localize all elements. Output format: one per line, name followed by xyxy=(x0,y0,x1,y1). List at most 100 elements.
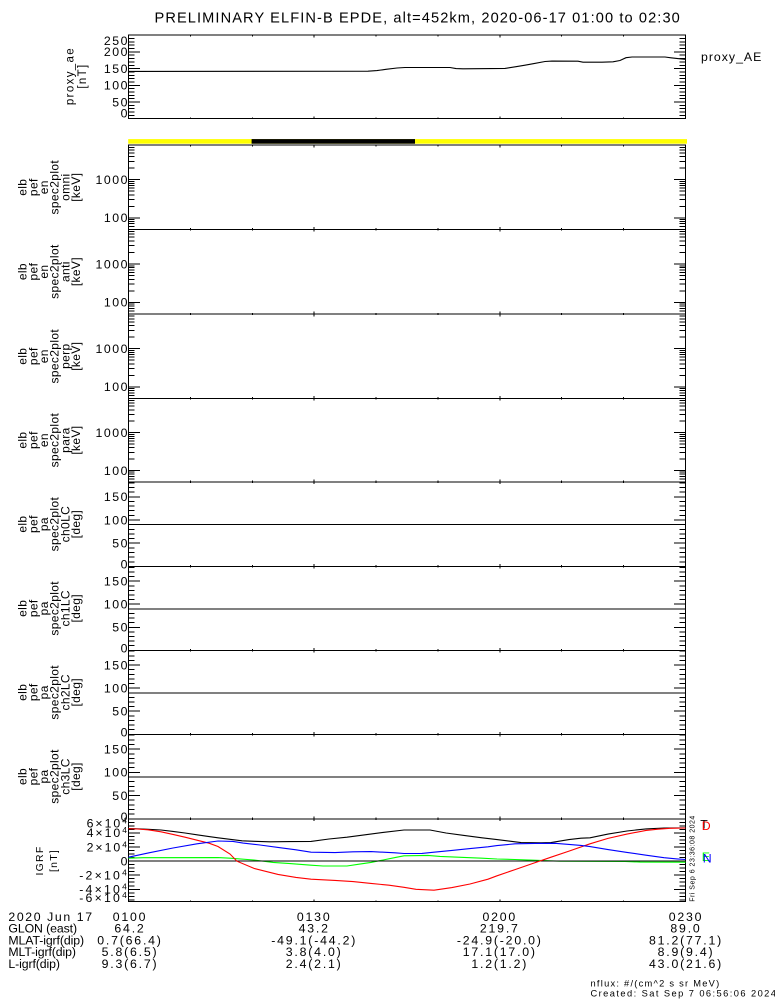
svg-text:elb: elb xyxy=(16,516,30,533)
svg-text:100: 100 xyxy=(104,464,129,478)
svg-text:spec2plot: spec2plot xyxy=(48,413,62,468)
svg-text:pef: pef xyxy=(27,347,41,365)
svg-text:spec2plot: spec2plot xyxy=(48,244,62,299)
svg-text:0130: 0130 xyxy=(297,910,332,924)
svg-text:[deg]: [deg] xyxy=(69,594,83,622)
svg-text:Fri Sep 6 23:36:08 2024: Fri Sep 6 23:36:08 2024 xyxy=(690,815,697,902)
svg-text:[deg]: [deg] xyxy=(69,678,83,706)
svg-text:9.3(6.7): 9.3(6.7) xyxy=(102,957,159,971)
svg-text:43.2: 43.2 xyxy=(299,922,330,936)
svg-text:[keV]: [keV] xyxy=(69,342,83,371)
svg-text:L-igrf(dip): L-igrf(dip) xyxy=(8,957,60,971)
svg-text:150: 150 xyxy=(104,575,129,589)
svg-text:elb: elb xyxy=(16,179,30,196)
svg-text:omni: omni xyxy=(59,173,73,200)
svg-text:nflux: #/(cm^2 s sr MeV): nflux: #/(cm^2 s sr MeV) xyxy=(591,978,721,988)
svg-text:2.4(2.1): 2.4(2.1) xyxy=(286,957,343,971)
svg-text:1000: 1000 xyxy=(95,342,129,356)
svg-text:-24.9(-20.0): -24.9(-20.0) xyxy=(457,933,543,947)
svg-text:pef: pef xyxy=(27,178,41,196)
svg-text:1000: 1000 xyxy=(95,173,129,187)
svg-text:100: 100 xyxy=(104,296,129,310)
svg-text:100: 100 xyxy=(104,211,129,225)
svg-text:150: 150 xyxy=(104,658,129,672)
svg-text:MLT-igrf(dip): MLT-igrf(dip) xyxy=(8,945,75,959)
svg-text:pef: pef xyxy=(27,262,41,280)
svg-text:64.2: 64.2 xyxy=(114,922,145,936)
svg-text:50: 50 xyxy=(112,537,129,551)
svg-text:43.0(21.6): 43.0(21.6) xyxy=(649,957,723,971)
svg-text:219.7: 219.7 xyxy=(480,922,520,936)
svg-text:pa: pa xyxy=(37,685,51,699)
svg-text:en: en xyxy=(37,433,51,447)
svg-text:200: 200 xyxy=(104,45,129,59)
svg-text:GLON (east): GLON (east) xyxy=(8,922,77,936)
svg-text:100: 100 xyxy=(104,79,129,93)
svg-text:0: 0 xyxy=(121,726,129,740)
svg-text:250: 250 xyxy=(104,34,129,48)
svg-text:1.2(1.2): 1.2(1.2) xyxy=(471,957,528,971)
svg-text:[deg]: [deg] xyxy=(69,510,83,538)
svg-text:[keV]: [keV] xyxy=(69,173,83,202)
svg-text:100: 100 xyxy=(104,380,129,394)
svg-text:150: 150 xyxy=(104,743,129,757)
svg-text:spec2plot: spec2plot xyxy=(48,497,62,552)
svg-text:0: 0 xyxy=(121,810,129,824)
svg-text:150: 150 xyxy=(104,62,129,76)
svg-text:elb: elb xyxy=(16,600,30,617)
svg-text:1000: 1000 xyxy=(95,426,129,440)
svg-text:17.1(17.0): 17.1(17.0) xyxy=(463,945,537,959)
svg-text:en: en xyxy=(37,180,51,194)
svg-text:[nT]: [nT] xyxy=(48,849,60,872)
svg-text:[keV]: [keV] xyxy=(69,257,83,286)
svg-text:5.8(6.5): 5.8(6.5) xyxy=(102,945,159,959)
svg-text:0200: 0200 xyxy=(483,910,518,924)
svg-text:50: 50 xyxy=(112,95,129,109)
svg-text:0.7(66.4): 0.7(66.4) xyxy=(97,933,162,947)
svg-text:N: N xyxy=(703,851,712,865)
svg-text:100: 100 xyxy=(104,681,129,695)
svg-text:0: 0 xyxy=(121,854,129,868)
svg-text:0: 0 xyxy=(121,106,129,120)
svg-text:ch0LC: ch0LC xyxy=(59,506,73,542)
svg-text:ch1LC: ch1LC xyxy=(59,590,73,626)
svg-text:0: 0 xyxy=(121,558,129,572)
svg-text:0230: 0230 xyxy=(669,910,704,924)
svg-text:elb: elb xyxy=(16,348,30,365)
svg-text:en: en xyxy=(37,349,51,363)
svg-text:4×104: 4×104 xyxy=(87,825,129,840)
svg-text:pef: pef xyxy=(27,683,41,701)
svg-text:MLAT-igrf(dip): MLAT-igrf(dip) xyxy=(8,933,84,947)
svg-text:spec2plot: spec2plot xyxy=(48,665,62,720)
svg-text:50: 50 xyxy=(112,705,129,719)
svg-text:pa: pa xyxy=(37,769,51,783)
svg-text:D: D xyxy=(702,819,711,833)
svg-text:elb: elb xyxy=(16,684,30,701)
svg-text:1000: 1000 xyxy=(95,257,129,271)
svg-text:spec2plot: spec2plot xyxy=(48,329,62,384)
svg-text:100: 100 xyxy=(104,513,129,527)
svg-text:-6×104: -6×104 xyxy=(79,890,129,905)
svg-text:E: E xyxy=(702,850,710,864)
svg-text:8.9(9.4): 8.9(9.4) xyxy=(658,945,715,959)
svg-text:PRELIMINARY ELFIN-B EPDE, alt=: PRELIMINARY ELFIN-B EPDE, alt=452km, 202… xyxy=(155,10,681,26)
svg-text:pef: pef xyxy=(27,599,41,617)
svg-text:0: 0 xyxy=(121,642,129,656)
svg-text:anti: anti xyxy=(59,261,73,282)
svg-text:[keV]: [keV] xyxy=(69,426,83,455)
svg-text:50: 50 xyxy=(112,621,129,635)
svg-text:pa: pa xyxy=(37,601,51,615)
svg-text:3.8(4.0): 3.8(4.0) xyxy=(286,945,343,959)
svg-text:2020 Jun 17: 2020 Jun 17 xyxy=(8,910,93,924)
svg-text:perp: perp xyxy=(59,343,73,368)
svg-text:spec2plot: spec2plot xyxy=(48,160,62,215)
svg-text:pef: pef xyxy=(27,515,41,533)
svg-text:elb: elb xyxy=(16,432,30,449)
svg-text:elb: elb xyxy=(16,768,30,785)
svg-text:proxy_ae: proxy_ae xyxy=(65,47,77,105)
svg-text:T: T xyxy=(700,818,708,832)
svg-text:-49.1(-44.2): -49.1(-44.2) xyxy=(271,933,357,947)
svg-text:pef: pef xyxy=(27,767,41,785)
svg-text:150: 150 xyxy=(104,490,129,504)
svg-text:pef: pef xyxy=(27,431,41,449)
